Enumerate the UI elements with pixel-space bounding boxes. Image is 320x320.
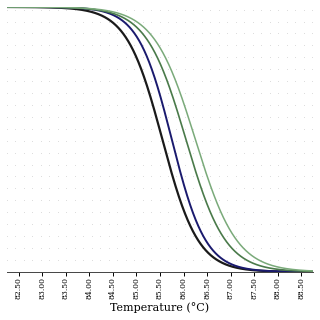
X-axis label: Temperature (°C): Temperature (°C) bbox=[110, 302, 210, 313]
